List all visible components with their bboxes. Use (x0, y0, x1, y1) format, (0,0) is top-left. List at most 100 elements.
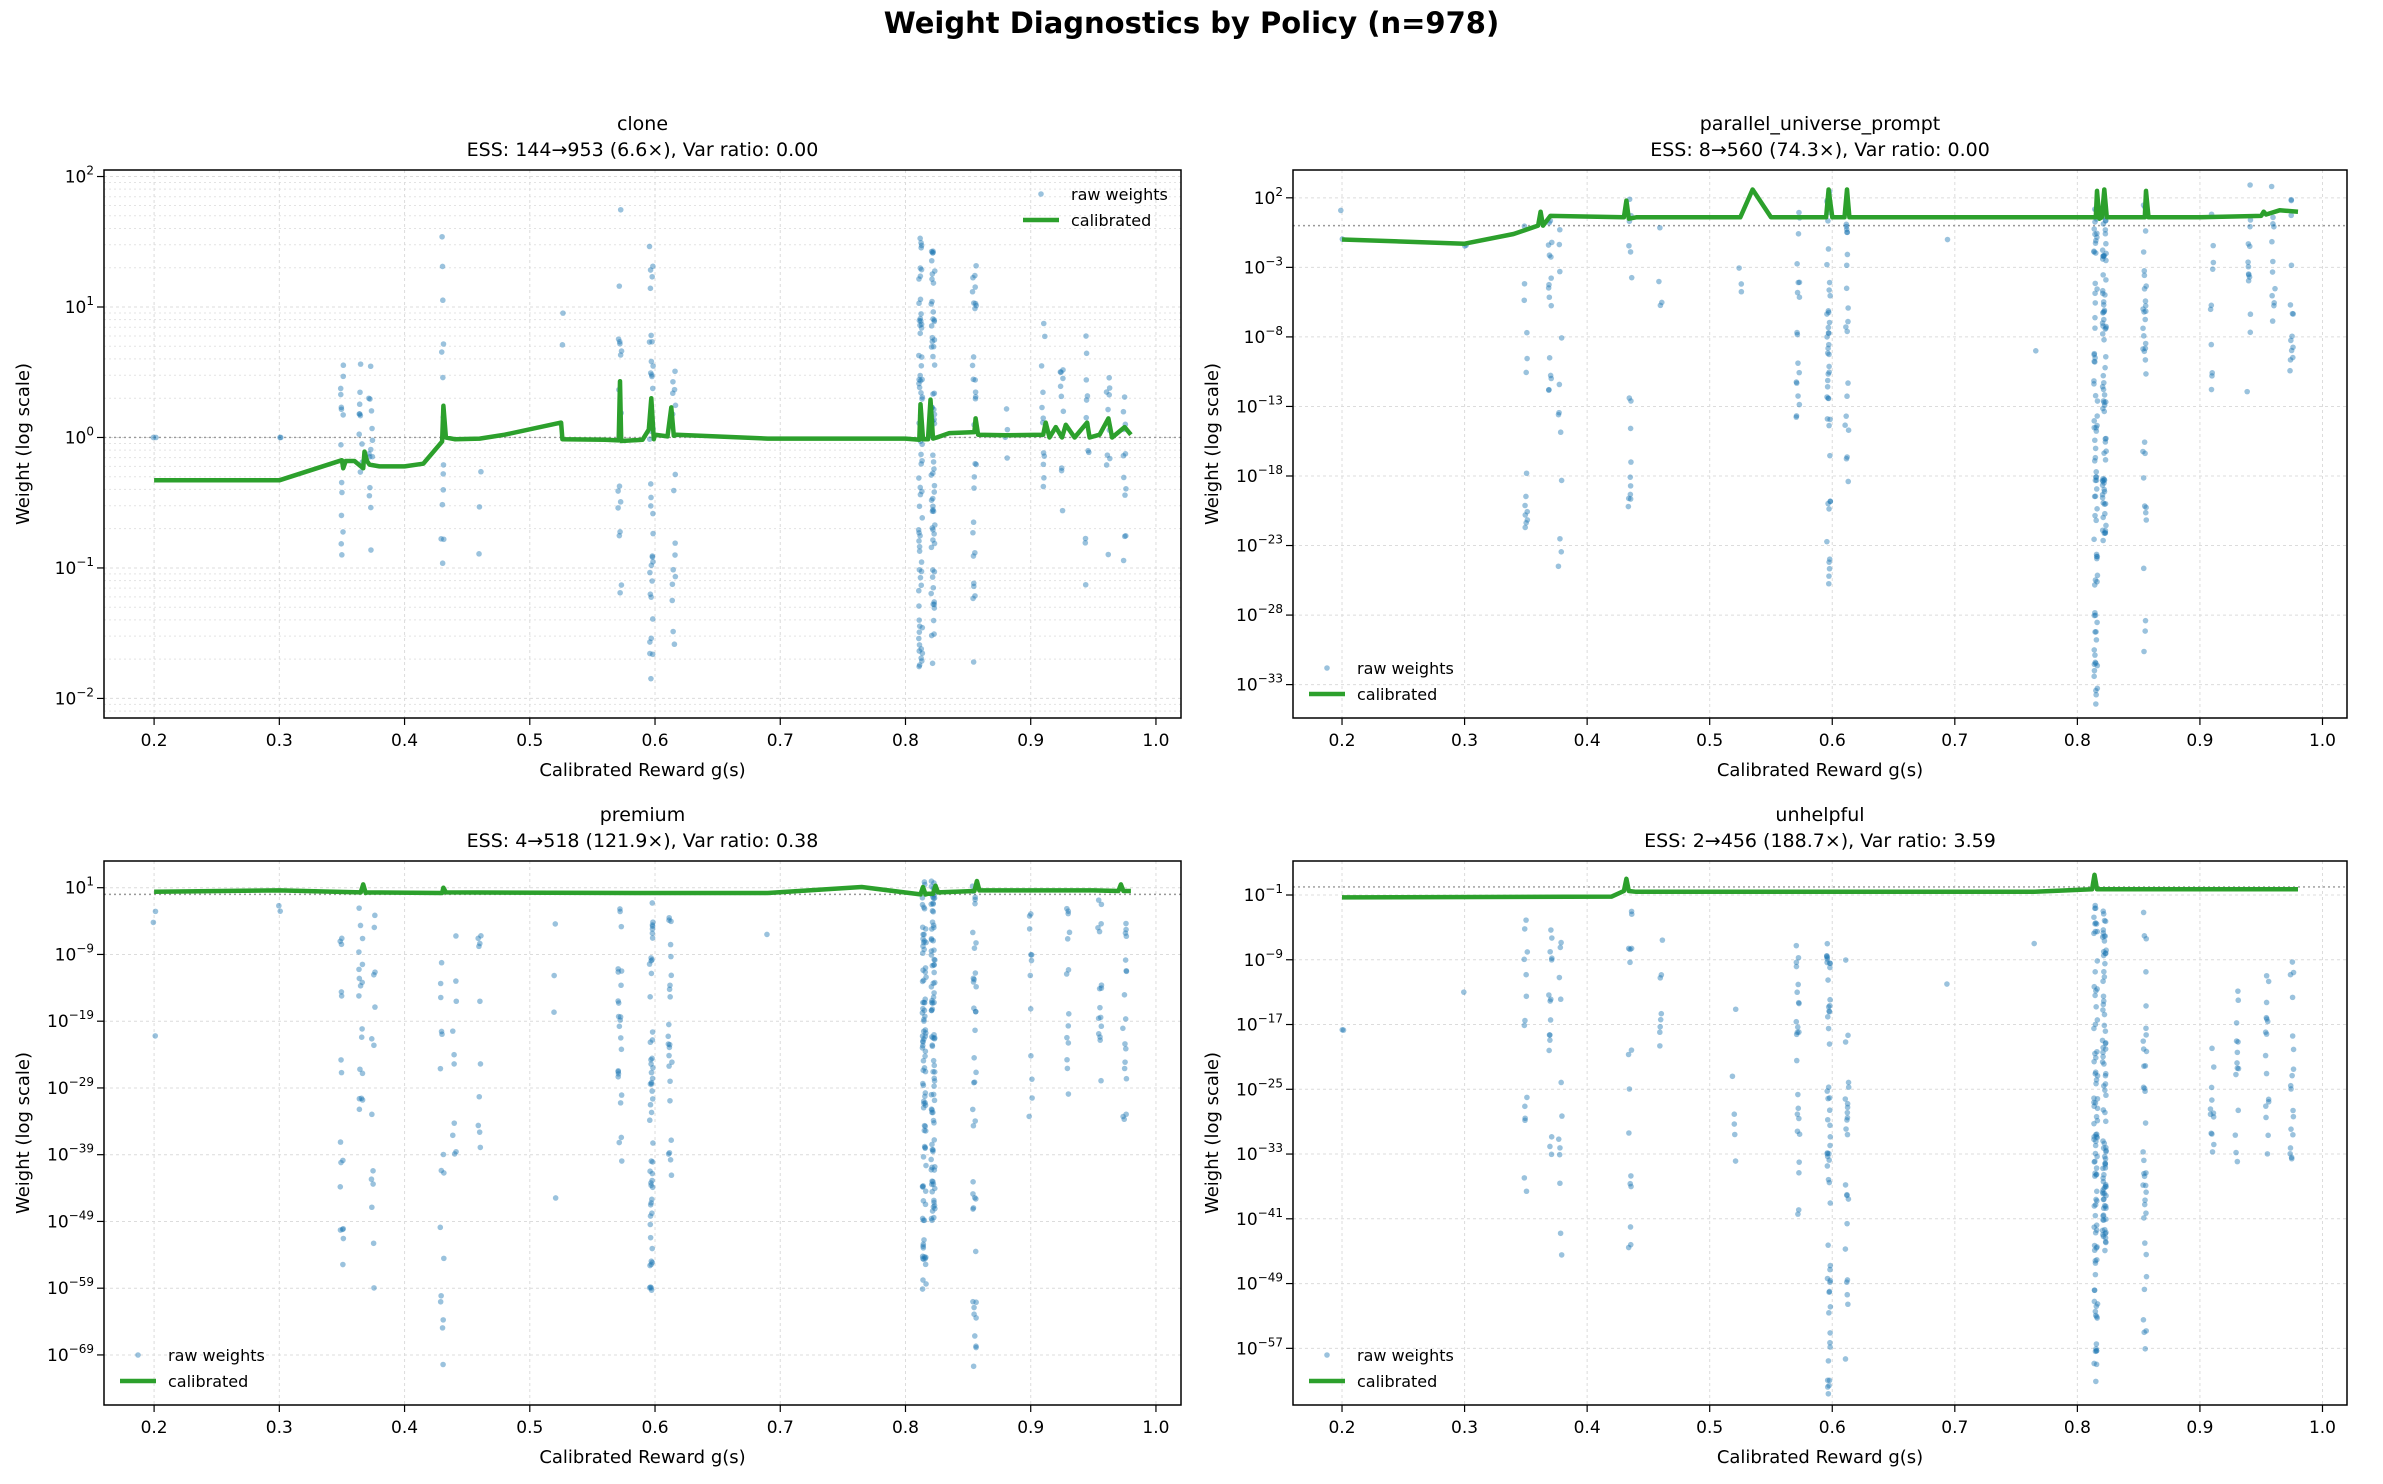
raw-weight-point (2141, 286, 2148, 292)
raw-weight-point (1548, 302, 1555, 309)
raw-weight-point (970, 1206, 976, 1212)
raw-weight-point (2032, 348, 2039, 354)
raw-weight-point (2143, 1328, 2150, 1334)
panel-subtitle: ESS: 8→560 (74.3×), Var ratio: 0.00 (1650, 139, 1990, 161)
raw-weight-point (1083, 350, 1090, 357)
raw-weight-point (1825, 1084, 1832, 1090)
raw-weight-point (2140, 448, 2146, 455)
raw-weight-point (917, 372, 923, 379)
raw-weight-point (921, 1217, 928, 1224)
raw-weight-point (929, 660, 936, 667)
raw-weight-point (921, 931, 927, 938)
raw-weight-point (618, 923, 625, 930)
raw-weight-point (1794, 1111, 1801, 1117)
raw-weight-point (922, 996, 929, 1003)
raw-weight-point (1558, 477, 1565, 484)
raw-weight-point (357, 389, 363, 396)
raw-weight-point (668, 918, 674, 925)
raw-weight-point (1122, 1059, 1128, 1065)
raw-weight-point (647, 1201, 654, 1208)
raw-weight-point (618, 1092, 625, 1098)
raw-weight-point (338, 941, 345, 948)
raw-weight-point (1826, 565, 1833, 572)
raw-weight-point (2100, 405, 2106, 412)
raw-weight-point (1842, 1182, 1849, 1188)
raw-weight-point (618, 582, 625, 588)
raw-weight-point (616, 483, 623, 489)
raw-weight-point (2100, 1145, 2107, 1151)
raw-weight-point (929, 1141, 935, 1148)
raw-weight-point (618, 982, 624, 989)
raw-weight-point (2288, 1154, 2295, 1161)
raw-weight-point (2142, 308, 2149, 315)
raw-weight-point (340, 529, 346, 535)
raw-weight-point (2102, 1155, 2109, 1162)
raw-weight-point (972, 460, 978, 467)
raw-weight-point (1827, 498, 1834, 505)
x-tick-label: 0.6 (641, 1418, 668, 1438)
raw-weight-point (1825, 246, 1832, 252)
raw-weight-point (648, 675, 654, 682)
raw-weight-point (969, 1106, 976, 1113)
raw-weight-point (2290, 1131, 2296, 1138)
raw-weight-point (916, 663, 922, 670)
raw-weight-point (919, 457, 925, 464)
raw-weight-point (970, 1205, 977, 1211)
raw-weight-point (1843, 226, 1850, 233)
raw-weight-point (2103, 1192, 2109, 1199)
raw-weight-point (2091, 350, 2098, 357)
raw-weight-point (2091, 1025, 2097, 1032)
raw-weight-point (931, 362, 938, 368)
raw-weight-point (1546, 1047, 1552, 1054)
raw-weight-point (650, 363, 656, 369)
raw-weight-point (2092, 1150, 2099, 1157)
raw-weight-point (1793, 414, 1800, 420)
raw-weight-point (918, 451, 924, 458)
raw-weight-point (970, 975, 977, 982)
raw-weight-point (2235, 988, 2241, 994)
x-tick-label: 0.3 (266, 731, 293, 751)
raw-weight-point (2142, 1240, 2148, 1246)
raw-weight-point (2092, 920, 2099, 926)
raw-weight-point (930, 937, 937, 944)
raw-weight-point (453, 998, 460, 1005)
raw-weight-point (1097, 1014, 1104, 1021)
raw-weight-point (1106, 391, 1113, 398)
raw-weight-point (930, 601, 937, 608)
raw-weight-point (1627, 496, 1634, 502)
raw-weight-point (931, 540, 938, 547)
raw-weight-point (2093, 424, 2099, 431)
raw-weight-point (930, 994, 937, 1001)
raw-weight-point (2101, 1190, 2108, 1197)
raw-weight-point (150, 919, 157, 926)
raw-weight-point (440, 487, 447, 493)
raw-weight-point (2102, 1109, 2108, 1116)
raw-weight-point (1065, 1011, 1072, 1017)
raw-weight-point (1625, 945, 1632, 952)
raw-weight-point (928, 983, 935, 990)
raw-weight-point (973, 262, 979, 269)
raw-weight-point (2103, 1092, 2109, 1099)
x-tick-label: 0.4 (1574, 731, 1601, 751)
raw-weight-point (451, 1151, 458, 1157)
raw-weight-point (2092, 359, 2098, 365)
raw-weight-point (1107, 455, 1113, 462)
raw-weight-point (916, 642, 923, 648)
raw-weight-point (2091, 437, 2098, 444)
raw-weight-point (476, 551, 482, 557)
raw-weight-point (2102, 1247, 2108, 1254)
raw-weight-point (916, 380, 922, 387)
raw-weight-point (1843, 324, 1849, 330)
raw-weight-point (2103, 1147, 2109, 1154)
raw-weight-point (918, 242, 925, 249)
raw-weight-point (667, 1156, 674, 1163)
y-tick-label: 10−25 (1236, 1076, 1283, 1100)
raw-weight-point (921, 1143, 928, 1150)
raw-weight-point (2092, 1069, 2099, 1075)
raw-weight-point (1732, 1006, 1739, 1013)
raw-weight-point (2101, 402, 2108, 409)
raw-weight-point (357, 1066, 363, 1073)
raw-weight-point (2140, 306, 2146, 312)
